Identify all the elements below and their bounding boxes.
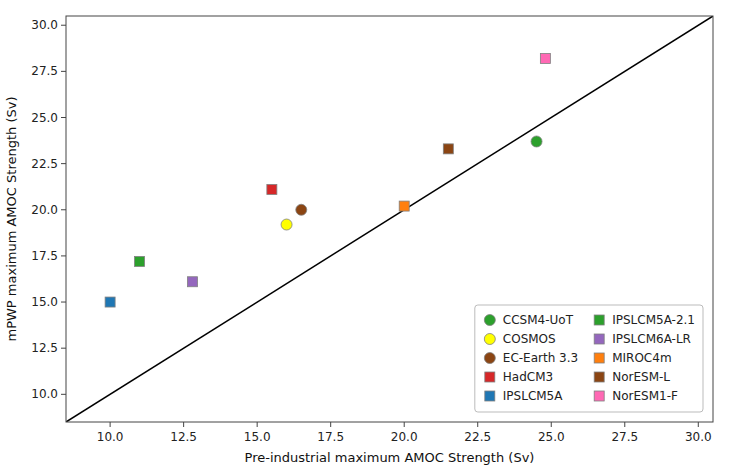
scatter-point	[443, 144, 453, 154]
y-tick	[61, 255, 66, 256]
legend-swatch	[594, 353, 604, 363]
x-axis-label: Pre-industrial maximum AMOC Strength (Sv…	[245, 450, 535, 465]
y-tick-label: 15.0	[31, 295, 58, 309]
legend-label: MIROC4m	[612, 351, 671, 365]
x-tick-label: 27.5	[611, 430, 638, 444]
scatter-point	[531, 136, 542, 147]
legend-swatch	[485, 391, 495, 401]
reference-line	[66, 16, 713, 422]
y-tick-label: 12.5	[31, 341, 58, 355]
x-tick	[551, 422, 552, 427]
x-tick-label: 17.5	[317, 430, 344, 444]
y-tick-label: 20.0	[31, 203, 58, 217]
legend-label: CCSM4-UoT	[503, 313, 574, 327]
x-tick	[404, 422, 405, 427]
legend-label: COSMOS	[503, 332, 556, 346]
legend-label: NorESM1-F	[612, 389, 678, 403]
legend-label: HadCM3	[503, 370, 553, 384]
y-tick	[61, 348, 66, 349]
plot-background	[66, 16, 713, 422]
legend-box	[475, 305, 703, 412]
y-tick-label: 17.5	[31, 249, 58, 263]
x-tick	[477, 422, 478, 427]
y-tick	[61, 117, 66, 118]
x-tick-label: 15.0	[244, 430, 271, 444]
y-tick-label: 27.5	[31, 64, 58, 78]
y-tick	[61, 302, 66, 303]
legend-swatch	[484, 353, 495, 364]
y-tick	[61, 25, 66, 26]
legend-label: IPSLCM5A	[503, 389, 563, 403]
x-tick-label: 12.5	[170, 430, 197, 444]
plot-frame	[66, 16, 713, 422]
legend-swatch	[594, 391, 604, 401]
x-tick	[110, 422, 111, 427]
y-tick	[61, 209, 66, 210]
legend-swatch	[484, 315, 495, 326]
legend-swatch	[485, 372, 495, 382]
y-axis-label: mPWP maximum AMOC Strength (Sv)	[4, 97, 19, 342]
legend-swatch	[594, 334, 604, 344]
chart: 10.0 12.5 15.0 17.5 20.0 22.5 25.0 27.5 30.0 10.0…	[0, 0, 729, 474]
scatter-point	[399, 201, 409, 211]
x-tick-label: 25.0	[538, 430, 565, 444]
x-tick	[698, 422, 699, 427]
y-tick-label: 25.0	[31, 111, 58, 125]
y-tick-label: 22.5	[31, 157, 58, 171]
scatter-point	[296, 204, 307, 215]
legend-label: IPSLCM6A-LR	[612, 332, 691, 346]
x-tick-label: 22.5	[464, 430, 491, 444]
y-tick-label: 10.0	[31, 387, 58, 401]
x-tick	[183, 422, 184, 427]
x-tick	[624, 422, 625, 427]
y-tick	[61, 394, 66, 395]
y-tick	[61, 71, 66, 72]
scatter-point	[105, 297, 115, 307]
x-tick-label: 10.0	[97, 430, 124, 444]
plot-area	[66, 16, 713, 422]
x-tick	[330, 422, 331, 427]
scatter-point	[187, 277, 197, 287]
x-tick-label: 30.0	[685, 430, 712, 444]
x-tick	[257, 422, 258, 427]
scatter-point	[540, 53, 550, 63]
scatter-point	[267, 184, 277, 194]
x-tick-label: 20.0	[391, 430, 418, 444]
legend-swatch	[484, 334, 495, 345]
scatter-point	[281, 219, 292, 230]
legend-label: EC-Earth 3.3	[503, 351, 578, 365]
legend-label: NorESM-L	[612, 370, 670, 384]
scatter-point	[135, 256, 145, 266]
legend: CCSM4-UoT COSMOS EC-Earth 3.3 HadCM3 IPSLCM5…	[475, 305, 703, 412]
legend-swatch	[594, 315, 604, 325]
y-tick	[61, 163, 66, 164]
y-tick-label: 30.0	[31, 18, 58, 32]
legend-label: IPSLCM5A-2.1	[612, 313, 695, 327]
legend-swatch	[594, 372, 604, 382]
